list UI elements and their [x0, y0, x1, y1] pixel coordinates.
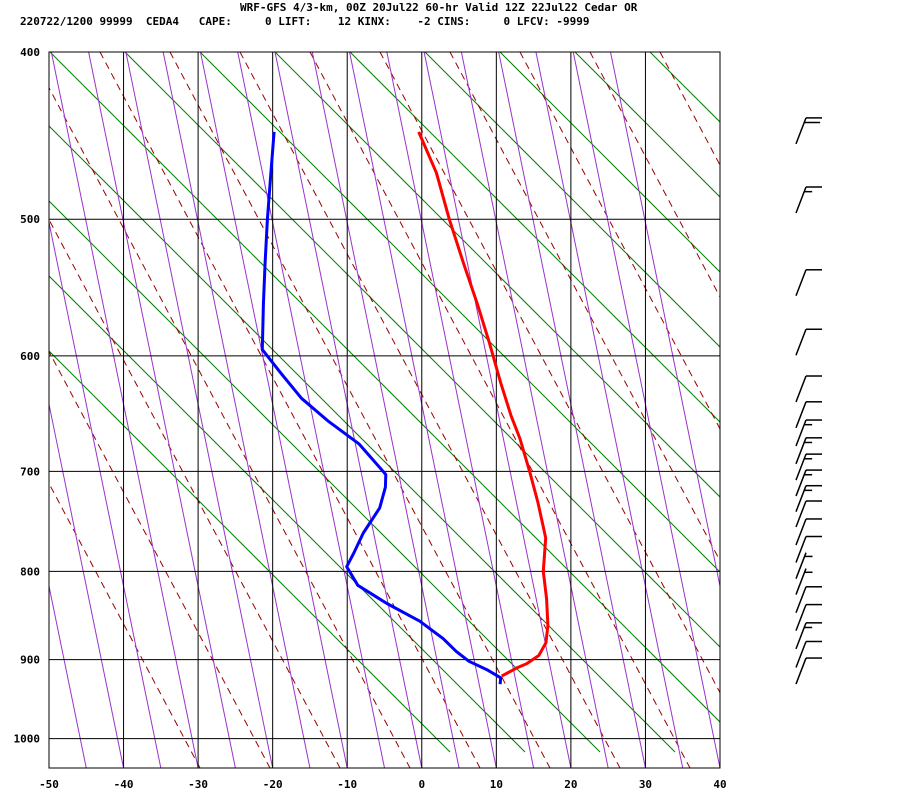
dry-adiabat-line	[49, 218, 341, 768]
wind-barb	[795, 518, 822, 546]
sounding-traces	[260, 131, 550, 685]
isotherm-line	[49, 219, 162, 768]
moist-adiabat-line	[49, 200, 601, 753]
dry-adiabat-line	[309, 52, 691, 768]
x-tick-label: 40	[713, 778, 726, 791]
chart-title: WRF-GFS 4/3-km, 00Z 20Jul22 60-hr Valid …	[240, 1, 638, 14]
dewpoint-trace	[260, 131, 503, 685]
dry-adiabats	[49, 52, 900, 768]
y-tick-label: 400	[20, 46, 40, 59]
dry-adiabat-line	[169, 52, 551, 768]
wind-barb	[795, 186, 822, 214]
temperature-trace	[417, 131, 550, 678]
moist-adiabat-line	[49, 52, 720, 723]
isotherm-line	[610, 52, 720, 589]
y-tick-label: 800	[20, 565, 40, 578]
wind-barb	[795, 603, 822, 631]
isotherm-line	[88, 52, 236, 768]
wind-barb	[795, 437, 822, 465]
wind-barb	[795, 535, 822, 563]
wind-barb	[795, 453, 822, 481]
wind-barbs	[795, 117, 822, 685]
dry-adiabat-line	[449, 52, 720, 562]
wind-barb	[795, 552, 813, 579]
isotherm-line	[423, 52, 572, 768]
isotherm-line	[199, 52, 348, 768]
isotherm-line	[498, 52, 646, 768]
moist-adiabat-line	[49, 125, 676, 753]
wind-barb	[795, 328, 822, 356]
wind-barb	[795, 657, 822, 685]
axis-ticks: -50 -40 -30 -20 -10 0 10 20 30 40 400 500 600 700 800 9…	[14, 46, 727, 791]
dry-adiabat-line	[589, 52, 720, 299]
dry-adiabat-line	[99, 52, 481, 768]
dry-adiabat-line	[379, 52, 720, 694]
plot-frame	[48, 51, 721, 769]
isotherm-line	[50, 52, 199, 768]
isotherm-line	[572, 52, 720, 768]
moist-adiabat-line	[199, 52, 720, 573]
wind-barb	[795, 401, 822, 429]
moist-adiabat-line	[124, 52, 720, 648]
x-tick-label: 20	[564, 778, 577, 791]
wind-barb	[795, 469, 822, 497]
dry-adiabat-line	[870, 52, 900, 768]
sounding-indices: 220722/1200 99999 CEDA4 CAPE: 0 LIFT: 12…	[20, 15, 590, 28]
isotherm-line	[49, 583, 87, 768]
moist-adiabat-line	[349, 52, 720, 423]
moist-adiabat-line	[649, 52, 720, 123]
isotherm-line	[274, 52, 423, 768]
dry-adiabat-line	[519, 52, 720, 430]
wind-barb	[795, 622, 822, 650]
isotherm-line	[49, 401, 125, 768]
dry-adiabat-line	[239, 52, 621, 768]
x-tick-label: -40	[114, 778, 134, 791]
x-tick-label: -10	[337, 778, 357, 791]
isotherm-line	[535, 52, 684, 768]
moist-adiabat-line	[49, 275, 526, 753]
dry-adiabat-line	[659, 52, 720, 167]
y-tick-label: 600	[20, 350, 40, 363]
wind-barb	[795, 568, 813, 595]
x-tick-label: 30	[639, 778, 652, 791]
isotherm-line	[162, 52, 311, 768]
x-tick-label: -30	[188, 778, 208, 791]
moist-adiabat-line	[499, 52, 720, 273]
wind-barb	[795, 269, 822, 297]
isotherm-line	[311, 52, 460, 768]
moist-adiabat-line	[424, 52, 720, 348]
x-tick-label: 10	[490, 778, 503, 791]
wind-barb	[795, 419, 822, 447]
y-tick-label: 500	[20, 213, 40, 226]
x-tick-label: 0	[418, 778, 425, 791]
wind-barb	[795, 640, 822, 668]
skewed-isotherms	[0, 52, 720, 768]
moist-adiabat-line	[574, 52, 720, 198]
dry-adiabat-line	[49, 86, 411, 768]
wind-barb	[795, 375, 822, 403]
y-tick-label: 900	[20, 654, 40, 667]
dry-adiabat-line	[800, 52, 900, 768]
y-tick-label: 1000	[14, 733, 41, 746]
moist-adiabats	[49, 52, 720, 753]
wind-barb	[795, 500, 822, 528]
isotherm-line	[349, 52, 497, 768]
isotherm-line	[237, 52, 385, 768]
wind-barb	[795, 586, 822, 614]
y-tick-label: 700	[20, 465, 40, 478]
moist-adiabat-line	[274, 52, 720, 498]
isotherm-line	[460, 52, 609, 768]
moist-adiabat-line	[49, 350, 451, 753]
x-tick-label: -20	[263, 778, 283, 791]
plot-grid	[48, 51, 721, 769]
isotherm-line	[0, 52, 12, 768]
dry-adiabat-line	[49, 350, 271, 768]
wind-barb	[795, 484, 822, 512]
isotherm-line	[125, 52, 274, 768]
x-tick-label: -50	[39, 778, 59, 791]
wind-barb	[795, 117, 822, 145]
isotherm-line	[386, 52, 535, 768]
dry-adiabat-line	[730, 52, 900, 768]
